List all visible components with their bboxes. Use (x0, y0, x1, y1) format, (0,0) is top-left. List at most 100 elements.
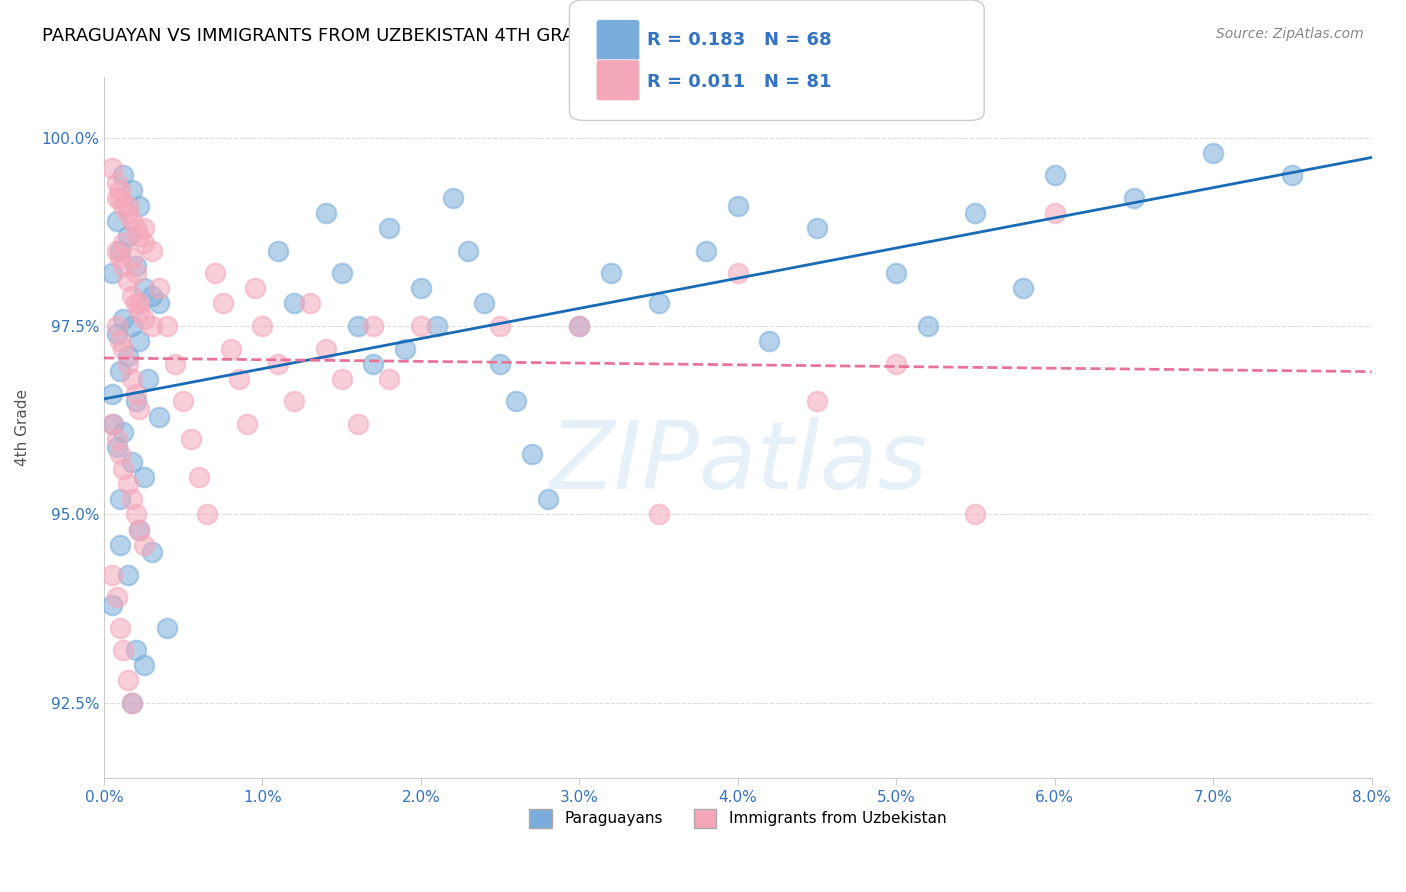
Point (132, 221, 155, 235)
Point (211, 296, 233, 310)
Point (124, 387, 146, 401)
Point (1043, 206, 1066, 220)
Point (105, 319, 128, 334)
Point (101, 266, 124, 280)
Point (267, 244, 290, 258)
Point (108, 191, 131, 205)
Point (117, 567, 139, 582)
Point (117, 349, 139, 363)
Point (121, 289, 143, 303)
Point (695, 244, 717, 258)
Point (117, 274, 139, 288)
Point (105, 176, 128, 190)
Point (128, 523, 150, 537)
Point (117, 228, 139, 243)
Point (537, 492, 560, 507)
Point (884, 266, 907, 280)
Point (124, 296, 146, 310)
Point (108, 492, 131, 507)
Point (111, 342, 134, 356)
Point (108, 252, 131, 266)
Point (219, 342, 242, 356)
Point (101, 417, 124, 431)
Point (132, 236, 155, 251)
Point (108, 184, 131, 198)
Point (141, 244, 163, 258)
Point (1012, 281, 1035, 295)
Point (141, 319, 163, 334)
Point (105, 244, 128, 258)
Point (117, 477, 139, 491)
Text: Source: ZipAtlas.com: Source: ZipAtlas.com (1216, 27, 1364, 41)
Point (252, 319, 274, 334)
Point (111, 198, 134, 212)
Point (117, 198, 139, 212)
Point (138, 372, 160, 386)
Point (121, 184, 143, 198)
Point (108, 334, 131, 348)
Point (806, 221, 828, 235)
Point (128, 334, 150, 348)
Point (121, 492, 143, 507)
Text: ZIPatlas: ZIPatlas (548, 417, 927, 508)
Point (128, 304, 150, 318)
Point (409, 281, 432, 295)
Legend: Paraguayans, Immigrants from Uzbekistan: Paraguayans, Immigrants from Uzbekistan (523, 803, 952, 834)
Point (111, 259, 134, 273)
Point (101, 598, 124, 612)
Point (283, 394, 305, 409)
Point (426, 319, 449, 334)
Point (965, 206, 987, 220)
Point (101, 567, 124, 582)
Point (243, 281, 266, 295)
Point (298, 296, 321, 310)
Point (103, 417, 125, 431)
Point (124, 508, 146, 522)
Point (568, 319, 591, 334)
Point (121, 319, 143, 334)
Point (758, 334, 780, 348)
Point (108, 447, 131, 461)
Point (105, 326, 128, 341)
Point (141, 289, 163, 303)
Point (132, 281, 155, 295)
Point (228, 372, 250, 386)
Point (124, 259, 146, 273)
Point (378, 372, 401, 386)
Point (111, 311, 134, 326)
Text: PARAGUAYAN VS IMMIGRANTS FROM UZBEKISTAN 4TH GRADE CORRELATION CHART: PARAGUAYAN VS IMMIGRANTS FROM UZBEKISTAN… (42, 27, 800, 45)
Point (180, 432, 202, 446)
Point (204, 266, 226, 280)
Point (121, 696, 143, 710)
Point (132, 470, 155, 484)
Point (124, 643, 146, 657)
Point (108, 244, 131, 258)
Point (647, 296, 669, 310)
Point (647, 508, 669, 522)
Point (172, 394, 194, 409)
Point (568, 319, 591, 334)
Point (101, 161, 124, 175)
Point (148, 281, 170, 295)
Point (101, 387, 124, 401)
Point (121, 372, 143, 386)
Point (457, 244, 479, 258)
Point (727, 198, 749, 212)
Point (505, 394, 527, 409)
Point (1123, 191, 1146, 205)
Point (148, 296, 170, 310)
Point (105, 591, 128, 605)
Point (441, 191, 464, 205)
Point (394, 342, 416, 356)
Point (1202, 145, 1225, 160)
Point (315, 206, 337, 220)
Point (727, 266, 749, 280)
Point (195, 508, 218, 522)
Point (472, 296, 495, 310)
Point (156, 620, 179, 634)
Point (128, 402, 150, 417)
Point (105, 191, 128, 205)
Point (409, 319, 432, 334)
Point (965, 508, 987, 522)
Point (489, 319, 512, 334)
